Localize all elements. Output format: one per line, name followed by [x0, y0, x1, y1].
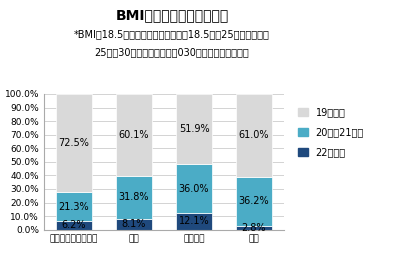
Text: 51.9%: 51.9%	[179, 124, 209, 134]
Bar	[116, 176, 152, 219]
Bar	[236, 94, 272, 177]
Text: 12.1%: 12.1%	[179, 216, 209, 227]
Bar	[56, 221, 92, 230]
Text: 25以上30未満をやや肥満、030以上を肥満と分類。: 25以上30未満をやや肥満、030以上を肥満と分類。	[95, 47, 249, 57]
Bar	[176, 213, 212, 230]
Text: 2.8%: 2.8%	[242, 223, 266, 233]
Text: 21.3%: 21.3%	[59, 202, 89, 212]
Text: BMIごとの夕食の食事時刻: BMIごとの夕食の食事時刻	[115, 8, 229, 22]
Text: 8.1%: 8.1%	[122, 219, 146, 229]
Bar	[56, 192, 92, 221]
Text: 6.2%: 6.2%	[62, 221, 86, 230]
Bar	[236, 177, 272, 226]
Text: 72.5%: 72.5%	[58, 138, 90, 148]
Legend: 19時まで, 20時～21時台, 22時以降: 19時まで, 20時～21時台, 22時以降	[296, 106, 366, 159]
Bar	[116, 219, 152, 230]
Bar	[116, 94, 152, 176]
Bar	[176, 94, 212, 164]
Text: *BMIが18.5未満を痦せ・痦せ気味、18.5以上25未満を普通、: *BMIが18.5未満を痦せ・痦せ気味、18.5以上25未満を普通、	[74, 29, 270, 39]
Text: 36.0%: 36.0%	[179, 184, 209, 194]
Text: 36.2%: 36.2%	[239, 196, 269, 206]
Bar	[56, 94, 92, 192]
Text: 31.8%: 31.8%	[119, 192, 149, 202]
Bar	[236, 226, 272, 230]
Text: 61.0%: 61.0%	[239, 130, 269, 140]
Text: 60.1%: 60.1%	[119, 130, 149, 140]
Bar	[176, 164, 212, 213]
